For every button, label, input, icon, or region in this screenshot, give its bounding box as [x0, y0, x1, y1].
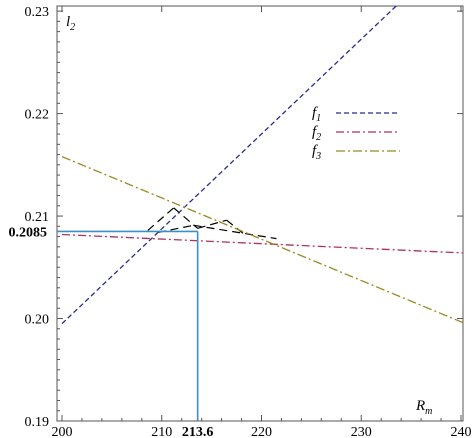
- plot-frame: [56, 5, 464, 422]
- x-tick-label: 240: [451, 425, 472, 438]
- y-tick-label: 0.21: [25, 210, 50, 225]
- x-axis-label: Rm: [415, 398, 432, 417]
- y-tick-label: 0.20: [25, 313, 50, 328]
- highlight-y-label-bg: [6, 225, 49, 241]
- y-tick-label: 0.19: [25, 415, 50, 430]
- annotation-dashed-segment: [197, 219, 227, 229]
- legend-label-f1: f1: [312, 105, 321, 124]
- y-axis-label: l2: [66, 14, 75, 33]
- x-tick-label: 200: [51, 425, 72, 438]
- annotation-dashed-segment: [226, 219, 245, 235]
- series-line-f3: [61, 156, 463, 324]
- annotation-dashed-segment: [173, 207, 199, 229]
- y-tick-label: 0.22: [25, 108, 50, 123]
- x-tick-label: 220: [251, 425, 272, 438]
- highlight-x-label-bg: [179, 425, 216, 438]
- legend-label-f2: f2: [312, 124, 321, 143]
- highlight-y-label: 0.2085: [9, 225, 48, 240]
- series-line-f2: [61, 233, 463, 254]
- y-tick-label: 0.23: [25, 5, 50, 20]
- x-tick-label: 230: [351, 425, 372, 438]
- x-tick-label: 210: [151, 425, 172, 438]
- legend-label-f3: f3: [312, 143, 321, 162]
- annotation-dashed-segment: [193, 224, 277, 240]
- annotation-dashed-segment: [147, 207, 175, 231]
- highlight-x-label: 213.6: [182, 425, 214, 438]
- series-line-f1: [61, 6, 397, 325]
